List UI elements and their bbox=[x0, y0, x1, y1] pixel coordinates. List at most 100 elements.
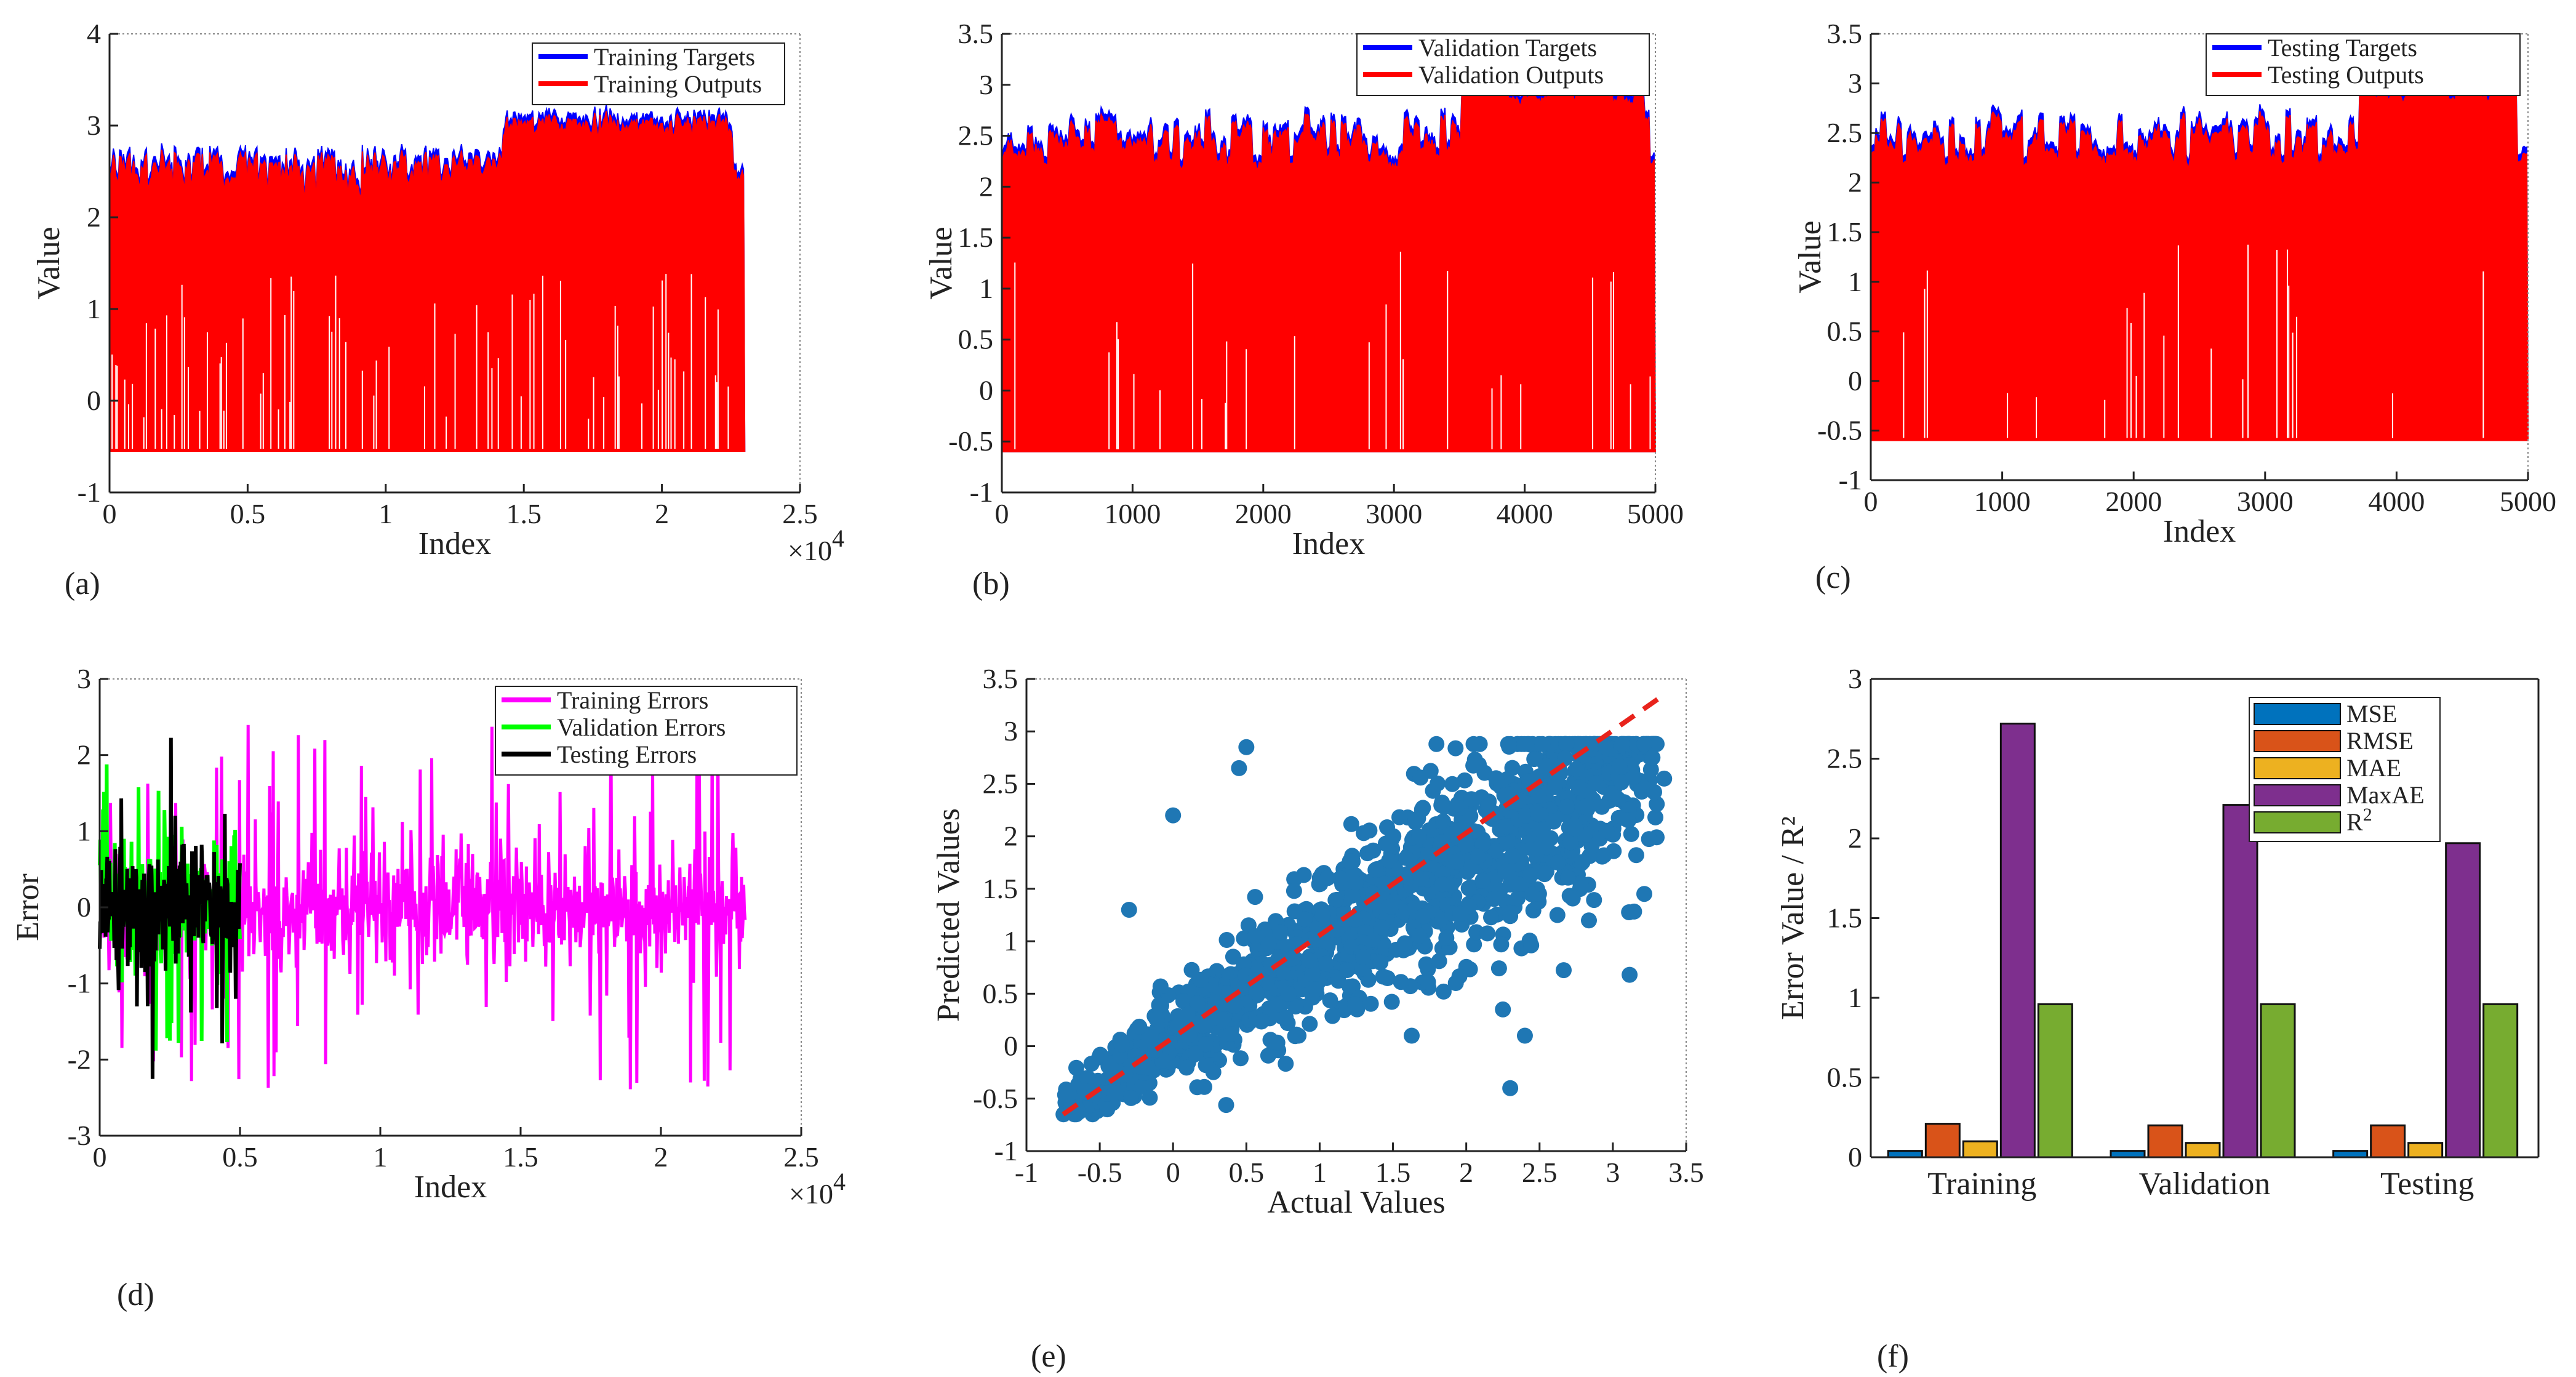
scatter-point bbox=[1444, 776, 1460, 792]
y-tick-label: -1 bbox=[970, 476, 993, 508]
panel-label-d: (d) bbox=[117, 1277, 154, 1312]
y-tick-label: 0.5 bbox=[958, 324, 994, 355]
scatter-point bbox=[1281, 986, 1297, 1002]
scatter-point bbox=[1588, 775, 1604, 792]
scatter-point bbox=[1435, 983, 1452, 1000]
scatter-point bbox=[1522, 867, 1538, 884]
scatter-point bbox=[1542, 830, 1559, 846]
scatter-point bbox=[1626, 903, 1642, 920]
scatter-point bbox=[1516, 1027, 1533, 1044]
x-tick-label: 2.5 bbox=[1522, 1157, 1558, 1188]
scatter-point bbox=[1327, 892, 1344, 909]
x-tick-label: 2.5 bbox=[783, 1141, 819, 1173]
scatter-point bbox=[1486, 891, 1502, 907]
y-tick-label: 3 bbox=[1848, 663, 1862, 694]
scatter-point bbox=[1269, 1034, 1286, 1051]
scatter-point bbox=[1404, 1027, 1420, 1044]
scatter-point bbox=[1218, 932, 1235, 948]
scatter-point bbox=[1347, 996, 1363, 1013]
scatter-point bbox=[1613, 774, 1630, 790]
y-axis-label: Predicted Values bbox=[931, 808, 966, 1022]
scatter-point bbox=[1231, 760, 1247, 776]
scatter-point bbox=[1314, 907, 1331, 923]
x-axis-multiplier: ×104 bbox=[788, 524, 844, 566]
scatter-point bbox=[1131, 1018, 1148, 1035]
y-tick-label: 3 bbox=[979, 69, 993, 100]
scatter-point bbox=[1428, 736, 1445, 752]
legend-label-text: R bbox=[2346, 808, 2363, 836]
scatter-point bbox=[1550, 854, 1566, 871]
scatter-point bbox=[1099, 1101, 1116, 1118]
x-tick-label: 4000 bbox=[2368, 486, 2425, 517]
scatter-point bbox=[1568, 761, 1585, 777]
y-tick-label: 0 bbox=[1848, 365, 1862, 396]
scatter-point bbox=[1412, 769, 1429, 786]
scatter-point bbox=[1318, 955, 1334, 972]
panel-label-e: (e) bbox=[1031, 1339, 1066, 1374]
scatter-point bbox=[1483, 909, 1499, 926]
scatter-point bbox=[1152, 978, 1169, 995]
x-tick-label: 2 bbox=[654, 1141, 668, 1173]
scatter-point bbox=[1497, 864, 1514, 880]
legend-box bbox=[1356, 33, 1650, 96]
y-tick-label: 3.5 bbox=[983, 663, 1018, 694]
y-axis-label: Value bbox=[31, 227, 66, 299]
y-tick-label: 1.5 bbox=[1827, 216, 1863, 247]
y-tick-label: 2 bbox=[1848, 167, 1862, 198]
scatter-point bbox=[1353, 960, 1369, 977]
y-tick-label: 2 bbox=[77, 739, 91, 771]
y-tick-label: 3 bbox=[87, 110, 101, 141]
scatter-point bbox=[1193, 971, 1209, 988]
scatter-point bbox=[1622, 966, 1638, 983]
scatter-point bbox=[1463, 791, 1479, 808]
scatter-point bbox=[1398, 849, 1415, 866]
y-tick-label: 0.5 bbox=[1827, 1062, 1863, 1093]
scatter-point bbox=[1656, 770, 1673, 787]
scatter-point bbox=[1143, 1029, 1159, 1045]
scatter-point bbox=[1431, 953, 1447, 970]
scatter-point bbox=[1500, 736, 1516, 752]
x-tick-label: 0 bbox=[93, 1141, 107, 1173]
x-tick-label: 0.5 bbox=[222, 1141, 258, 1173]
legend-swatch bbox=[2254, 811, 2341, 833]
scatter-point bbox=[1604, 785, 1620, 802]
scatter-point bbox=[1457, 837, 1474, 854]
scatter-point bbox=[1324, 1008, 1341, 1024]
scatter-point bbox=[1304, 966, 1321, 982]
scatter-point bbox=[1642, 761, 1659, 778]
bar-maxae-validation bbox=[2222, 804, 2258, 1158]
panel-e-scatter-chart: -1 -0.5 0 0.5 1 1.5 2 2.5 3 3.5 -1 -0.5 0 0.5 1 1.5 2 2.5… bbox=[931, 663, 1704, 1220]
x-tick-label: 1000 bbox=[1974, 486, 2031, 517]
x-tick-label: 2 bbox=[655, 498, 669, 529]
x-tick-label: 1 bbox=[374, 1141, 388, 1173]
scatter-point bbox=[1296, 911, 1313, 928]
scatter-point bbox=[1286, 883, 1302, 899]
scatter-point bbox=[1413, 870, 1430, 887]
y-axis-label: Error Value / R² bbox=[1775, 816, 1810, 1020]
scatter-point bbox=[1258, 974, 1275, 991]
scatter-point bbox=[1502, 904, 1518, 921]
scatter-point bbox=[1641, 831, 1657, 848]
scatter-point bbox=[1465, 757, 1482, 774]
scatter-point bbox=[1623, 825, 1639, 842]
scatter-point bbox=[1504, 760, 1521, 776]
scatter-point bbox=[1178, 1059, 1195, 1076]
scatter-point bbox=[1367, 862, 1384, 878]
scatter-point bbox=[1449, 796, 1466, 813]
category-label: Training bbox=[1927, 1166, 2036, 1202]
x-tick-label: 5000 bbox=[2500, 486, 2556, 517]
scatter-point bbox=[1415, 908, 1431, 925]
scatter-point bbox=[1490, 960, 1507, 977]
category-label: Validation bbox=[2139, 1166, 2271, 1202]
legend-label: MaxAE bbox=[2346, 781, 2425, 809]
y-tick-label: 1 bbox=[1848, 982, 1862, 1013]
scatter-point bbox=[1598, 822, 1615, 839]
scatter-point bbox=[1572, 875, 1589, 891]
category-label: Testing bbox=[2380, 1166, 2474, 1202]
scatter-point bbox=[1106, 1085, 1122, 1101]
scatter-point bbox=[1196, 1078, 1212, 1095]
scatter-point bbox=[1495, 1001, 1511, 1018]
x-tick-label: 0.5 bbox=[1229, 1157, 1265, 1188]
y-tick-label: -0.5 bbox=[973, 1083, 1018, 1114]
